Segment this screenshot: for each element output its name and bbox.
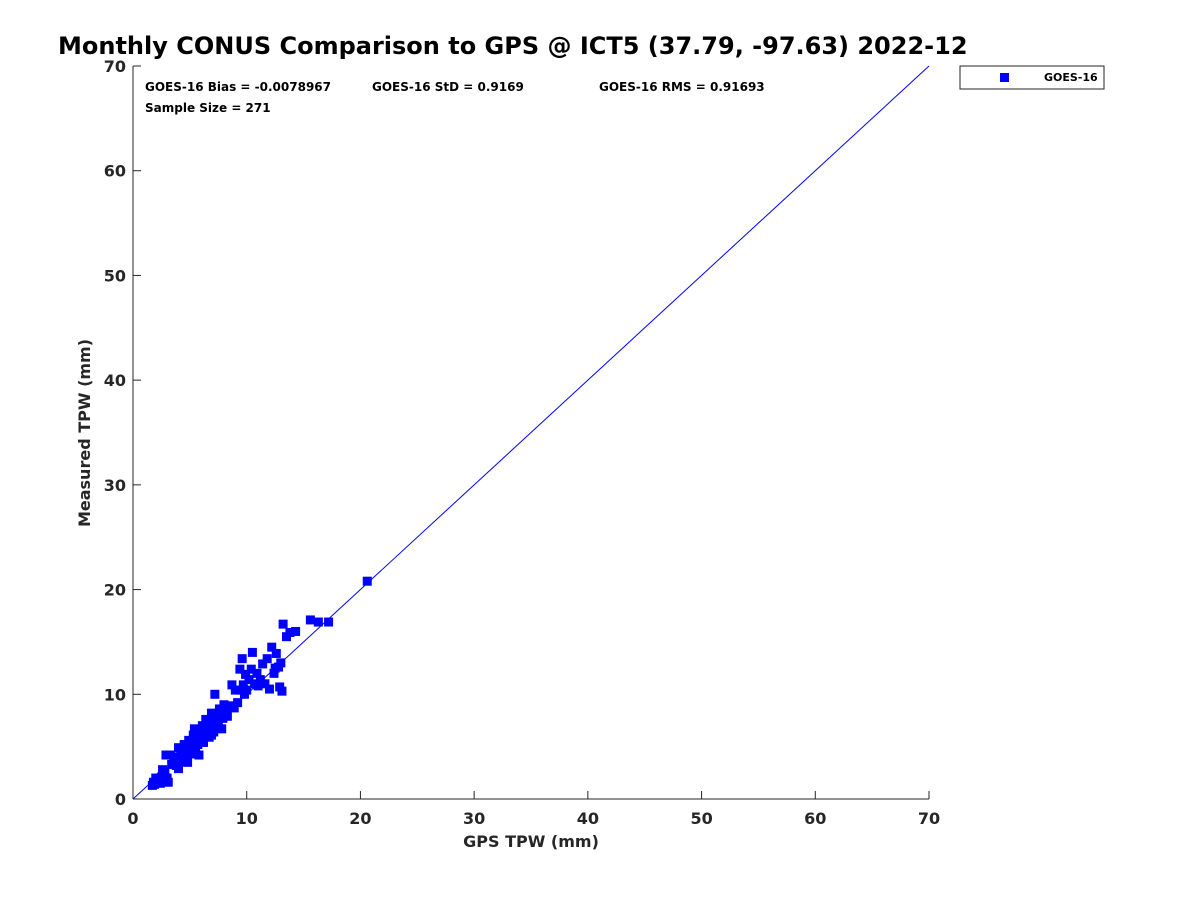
data-point xyxy=(221,709,231,719)
reference-line xyxy=(132,65,930,800)
data-point xyxy=(206,708,216,718)
plot-area: 0 10 20 30 40 50 60 70 0 10 20 30 40 50 60 70 xyxy=(104,57,940,828)
data-point xyxy=(305,615,315,625)
x-tick-label: 20 xyxy=(349,809,371,828)
data-point xyxy=(324,617,334,627)
y-ticks: 0 10 20 30 40 50 60 70 xyxy=(104,57,141,809)
y-tick-label: 70 xyxy=(104,57,126,76)
data-point xyxy=(169,752,179,762)
x-axis-label: GPS TPW (mm) xyxy=(463,832,599,851)
x-tick-label: 10 xyxy=(236,809,258,828)
legend-marker-icon xyxy=(1000,73,1009,82)
legend-label: GOES-16 xyxy=(1044,71,1098,84)
data-point xyxy=(179,740,189,750)
data-point xyxy=(211,711,221,721)
y-tick-label: 20 xyxy=(104,581,126,600)
data-point xyxy=(208,717,218,727)
rms-annotation: GOES-16 RMS = 0.91693 xyxy=(599,80,765,94)
data-point xyxy=(267,642,277,652)
data-point xyxy=(237,654,247,664)
data-point xyxy=(173,764,183,774)
sample-size-annotation: Sample Size = 271 xyxy=(145,101,271,115)
y-tick-label: 50 xyxy=(104,266,126,285)
data-point xyxy=(235,664,245,674)
data-point xyxy=(199,737,209,747)
data-point xyxy=(155,778,165,788)
y-tick-label: 10 xyxy=(104,685,126,704)
data-point xyxy=(158,765,168,775)
data-point xyxy=(244,675,254,685)
y-tick-label: 0 xyxy=(115,790,126,809)
data-point xyxy=(229,703,239,713)
data-point xyxy=(206,730,216,740)
data-point xyxy=(278,619,288,629)
std-annotation: GOES-16 StD = 0.9169 xyxy=(372,80,524,94)
data-point xyxy=(269,668,279,678)
data-point xyxy=(252,668,262,678)
data-point xyxy=(161,750,171,760)
x-tick-label: 70 xyxy=(918,809,940,828)
chart-title: Monthly CONUS Comparison to GPS @ ICT5 (… xyxy=(58,32,968,60)
y-axis-label: Measured TPW (mm) xyxy=(75,339,94,527)
data-point xyxy=(227,680,237,690)
data-point xyxy=(184,735,194,745)
data-point xyxy=(214,704,224,714)
data-point xyxy=(271,648,281,658)
y-tick-label: 40 xyxy=(104,371,126,390)
x-ticks: 0 10 20 30 40 50 60 70 xyxy=(127,791,940,828)
y-tick-label: 30 xyxy=(104,476,126,495)
data-point xyxy=(276,658,286,668)
data-point xyxy=(219,700,229,710)
data-point xyxy=(163,777,173,787)
data-point xyxy=(262,654,272,664)
data-point xyxy=(212,721,222,731)
data-point xyxy=(246,664,256,674)
data-point xyxy=(255,675,265,685)
data-point xyxy=(194,750,204,760)
data-point xyxy=(178,756,188,766)
data-point xyxy=(225,701,235,711)
data-point xyxy=(291,626,301,636)
x-tick-label: 50 xyxy=(690,809,712,828)
bias-annotation: GOES-16 Bias = -0.0078967 xyxy=(145,80,331,94)
data-point xyxy=(239,689,249,699)
data-point xyxy=(167,759,177,769)
data-point xyxy=(189,724,199,734)
data-point xyxy=(277,686,287,696)
data-point xyxy=(201,714,211,724)
data-point xyxy=(247,647,257,657)
data-point xyxy=(264,684,274,694)
data-points xyxy=(147,576,372,790)
x-tick-label: 60 xyxy=(804,809,826,828)
data-point xyxy=(253,681,263,691)
data-point xyxy=(258,659,268,669)
data-point xyxy=(197,721,207,731)
data-point xyxy=(205,722,215,732)
legend: GOES-16 xyxy=(959,65,1105,90)
y-tick-label: 60 xyxy=(104,162,126,181)
data-point xyxy=(210,689,220,699)
data-point xyxy=(313,617,323,627)
data-point xyxy=(362,576,372,586)
data-point xyxy=(217,724,227,734)
x-tick-label: 40 xyxy=(577,809,599,828)
data-point xyxy=(183,757,193,767)
data-point xyxy=(241,669,251,679)
data-point xyxy=(285,628,295,638)
data-point xyxy=(177,751,187,761)
data-point xyxy=(230,685,240,695)
x-tick-label: 0 xyxy=(127,809,138,828)
x-tick-label: 30 xyxy=(463,809,485,828)
data-point xyxy=(260,679,270,689)
legend-box xyxy=(959,65,1105,90)
data-point xyxy=(238,680,248,690)
data-point xyxy=(233,698,243,708)
data-point xyxy=(192,736,202,746)
data-point xyxy=(188,730,198,740)
data-point xyxy=(216,710,226,720)
data-point xyxy=(173,743,183,753)
data-point xyxy=(270,663,280,673)
data-point xyxy=(186,749,196,759)
